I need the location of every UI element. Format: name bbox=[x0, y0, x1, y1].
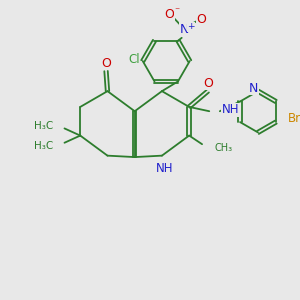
Text: +: + bbox=[188, 22, 195, 32]
Text: O: O bbox=[165, 8, 175, 21]
Text: NH: NH bbox=[222, 103, 239, 116]
Text: N: N bbox=[249, 82, 258, 95]
Text: O: O bbox=[101, 57, 111, 70]
Text: CH₃: CH₃ bbox=[214, 143, 232, 154]
Text: N: N bbox=[180, 23, 189, 36]
Text: H₃C: H₃C bbox=[34, 121, 53, 130]
Text: NH: NH bbox=[155, 162, 173, 175]
Text: Cl: Cl bbox=[128, 53, 140, 66]
Text: Br: Br bbox=[288, 112, 300, 125]
Text: H₃C: H₃C bbox=[34, 141, 53, 151]
Text: O: O bbox=[196, 13, 206, 26]
Text: O: O bbox=[203, 76, 213, 90]
Text: ⁻: ⁻ bbox=[174, 6, 179, 16]
